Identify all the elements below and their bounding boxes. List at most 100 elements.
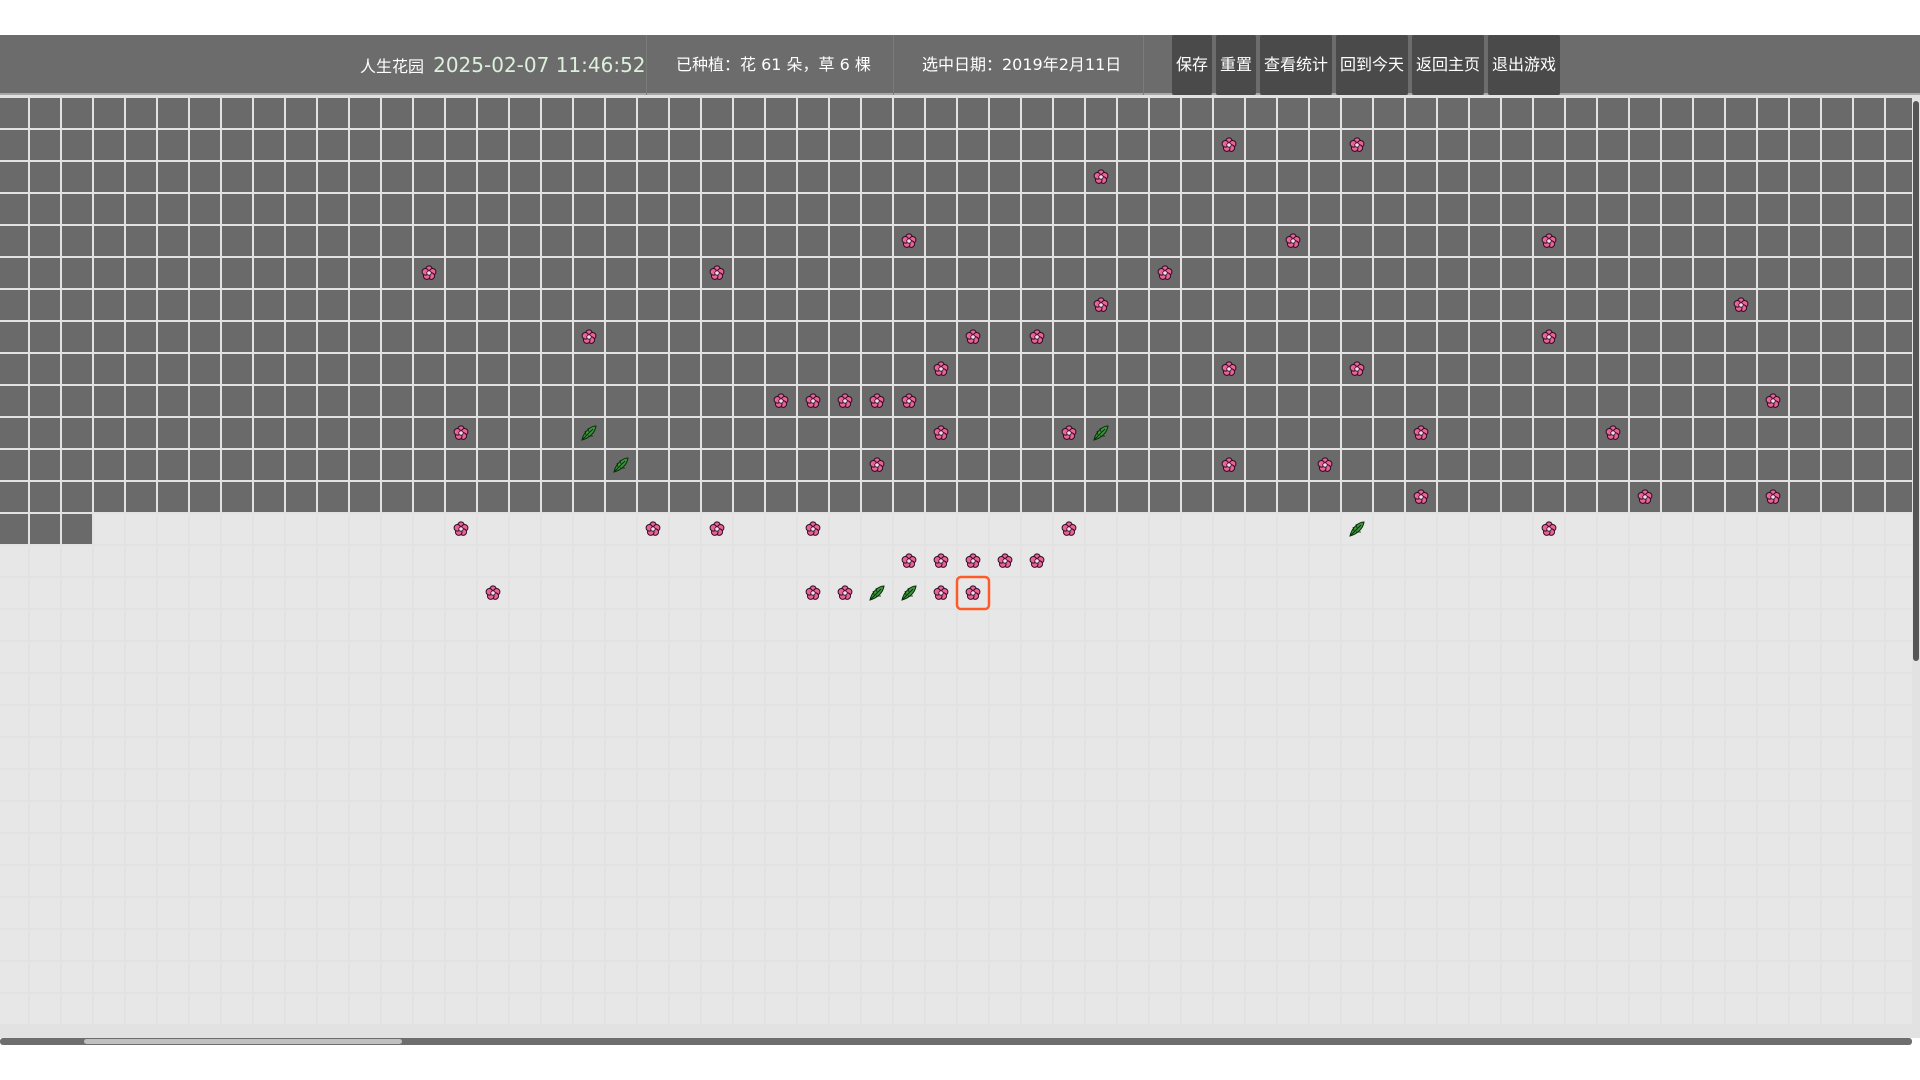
week-cell-future[interactable] [542, 706, 572, 736]
week-cell-lived[interactable] [286, 290, 316, 320]
week-cell-future[interactable] [702, 834, 732, 864]
week-cell-future[interactable] [30, 866, 60, 896]
week-cell-lived[interactable] [894, 450, 924, 480]
week-cell-lived[interactable] [1086, 450, 1116, 480]
week-cell-future[interactable] [478, 610, 508, 640]
week-cell-lived[interactable] [1470, 386, 1500, 416]
week-cell-lived[interactable] [1598, 386, 1628, 416]
week-cell-lived[interactable] [1278, 450, 1308, 480]
week-cell-future[interactable] [318, 802, 348, 832]
week-cell-lived[interactable] [446, 130, 476, 160]
week-cell-lived[interactable] [1246, 450, 1276, 480]
week-cell-future[interactable] [1726, 514, 1756, 544]
week-cell-lived[interactable] [158, 450, 188, 480]
week-cell-future[interactable] [894, 802, 924, 832]
week-cell-future[interactable] [190, 674, 220, 704]
week-cell-future[interactable] [1662, 514, 1692, 544]
week-cell-future[interactable] [1470, 994, 1500, 1024]
week-cell-lived[interactable] [734, 386, 764, 416]
week-cell-lived[interactable] [830, 162, 860, 192]
week-cell-lived[interactable] [1214, 98, 1244, 128]
week-cell-future[interactable] [798, 642, 828, 672]
week-cell-future[interactable] [1790, 578, 1820, 608]
week-cell-future[interactable] [1726, 802, 1756, 832]
week-cell-lived[interactable] [0, 482, 28, 512]
week-cell-future[interactable] [958, 706, 988, 736]
week-cell-future[interactable] [670, 578, 700, 608]
week-cell-future[interactable] [606, 802, 636, 832]
week-cell-future[interactable] [638, 706, 668, 736]
week-cell-lived[interactable] [1150, 98, 1180, 128]
week-cell-future[interactable] [574, 930, 604, 960]
week-cell-lived[interactable] [446, 258, 476, 288]
week-cell-future[interactable] [1342, 642, 1372, 672]
week-cell-future[interactable] [254, 930, 284, 960]
week-cell-future[interactable] [1886, 610, 1912, 640]
week-cell-lived[interactable] [1246, 482, 1276, 512]
week-cell-lived[interactable] [318, 290, 348, 320]
week-cell-future[interactable] [1214, 706, 1244, 736]
week-cell-future[interactable] [1726, 994, 1756, 1024]
week-cell-lived[interactable] [638, 386, 668, 416]
week-cell-lived[interactable] [1886, 98, 1912, 128]
week-cell-future[interactable] [30, 706, 60, 736]
week-cell-future[interactable] [1054, 930, 1084, 960]
week-cell-lived[interactable] [958, 98, 988, 128]
week-cell-future[interactable] [990, 706, 1020, 736]
week-cell-future[interactable] [1822, 866, 1852, 896]
week-cell-future[interactable] [1886, 514, 1912, 544]
week-cell-future[interactable] [1566, 706, 1596, 736]
week-cell-future[interactable] [990, 642, 1020, 672]
week-cell-lived[interactable] [414, 162, 444, 192]
week-cell-future[interactable] [1790, 930, 1820, 960]
week-cell-lived[interactable] [350, 258, 380, 288]
week-cell-lived[interactable] [190, 386, 220, 416]
week-cell-future[interactable] [862, 706, 892, 736]
week-cell-lived[interactable] [638, 290, 668, 320]
week-cell-lived[interactable] [318, 194, 348, 224]
week-cell-future[interactable] [766, 994, 796, 1024]
week-cell-future[interactable] [830, 738, 860, 768]
week-cell-lived[interactable] [94, 386, 124, 416]
week-cell-lived[interactable] [382, 354, 412, 384]
week-cell-future[interactable] [574, 706, 604, 736]
week-cell-future[interactable] [894, 642, 924, 672]
week-cell-future[interactable] [382, 578, 412, 608]
week-cell-future[interactable] [1886, 898, 1912, 928]
week-cell-lived[interactable] [1726, 418, 1756, 448]
week-cell-future[interactable] [94, 770, 124, 800]
week-cell-future[interactable] [510, 738, 540, 768]
week-cell-lived[interactable] [254, 130, 284, 160]
week-cell-future[interactable] [1598, 930, 1628, 960]
week-cell-future[interactable] [350, 834, 380, 864]
week-cell-future[interactable] [286, 930, 316, 960]
week-cell-lived[interactable] [1310, 386, 1340, 416]
week-cell-lived[interactable] [1502, 354, 1532, 384]
week-cell-future[interactable] [1374, 930, 1404, 960]
week-cell-lived[interactable] [1374, 354, 1404, 384]
week-cell-lived[interactable] [1822, 450, 1852, 480]
week-cell-lived[interactable] [30, 98, 60, 128]
week-cell-future[interactable] [1630, 706, 1660, 736]
week-cell-future[interactable] [382, 962, 412, 992]
week-cell-lived[interactable] [606, 290, 636, 320]
week-cell-future[interactable] [1758, 802, 1788, 832]
week-cell-lived[interactable] [702, 418, 732, 448]
week-cell-future[interactable] [318, 962, 348, 992]
week-cell-lived[interactable] [318, 98, 348, 128]
week-cell-lived[interactable] [1694, 418, 1724, 448]
week-cell-lived[interactable] [1534, 194, 1564, 224]
week-cell-lived[interactable] [1534, 130, 1564, 160]
week-cell-future[interactable] [1630, 834, 1660, 864]
week-cell-lived[interactable] [1790, 354, 1820, 384]
week-cell-lived[interactable] [1726, 386, 1756, 416]
week-cell-lived[interactable] [830, 450, 860, 480]
week-cell-lived[interactable] [158, 194, 188, 224]
week-cell-future[interactable] [158, 578, 188, 608]
week-cell-lived[interactable] [862, 194, 892, 224]
week-cell-future[interactable] [382, 930, 412, 960]
week-cell-future[interactable] [1342, 770, 1372, 800]
week-cell-future[interactable] [1790, 962, 1820, 992]
week-cell-future[interactable] [1598, 994, 1628, 1024]
week-cell-future[interactable] [670, 834, 700, 864]
